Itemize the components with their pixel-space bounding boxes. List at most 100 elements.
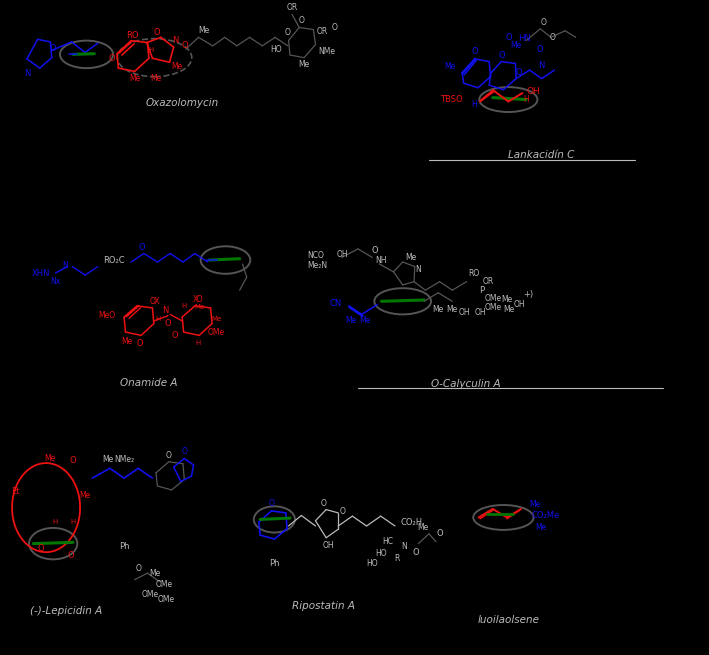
- Text: OH: OH: [526, 86, 540, 96]
- Text: Me: Me: [535, 523, 547, 532]
- Text: O: O: [136, 339, 143, 348]
- Text: Me: Me: [406, 253, 417, 262]
- Text: Me: Me: [432, 305, 444, 314]
- Text: Me: Me: [171, 62, 182, 71]
- Text: CO₂Me: CO₂Me: [532, 511, 560, 520]
- Text: O: O: [153, 28, 160, 37]
- Text: O: O: [166, 451, 172, 460]
- Text: H: H: [52, 519, 57, 525]
- Text: RO: RO: [126, 31, 139, 40]
- Text: HO: HO: [270, 45, 281, 54]
- Text: OMe: OMe: [484, 303, 501, 312]
- Text: Me: Me: [510, 41, 521, 50]
- Text: H: H: [181, 303, 186, 309]
- Text: O: O: [541, 18, 547, 27]
- Text: O: O: [413, 548, 420, 557]
- Text: Me: Me: [298, 60, 310, 69]
- Text: Ripostatin A: Ripostatin A: [292, 601, 354, 611]
- Text: O: O: [550, 33, 556, 42]
- Text: Me: Me: [129, 74, 140, 83]
- Text: luoilaolsene: luoilaolsene: [478, 615, 540, 626]
- Text: OH: OH: [337, 250, 348, 259]
- Text: O: O: [284, 28, 290, 37]
- Text: O: O: [67, 551, 74, 560]
- Text: O: O: [172, 331, 179, 340]
- Text: HO: HO: [375, 549, 386, 558]
- Text: Me: Me: [345, 316, 357, 326]
- Text: Me: Me: [418, 523, 429, 532]
- Text: O: O: [69, 456, 77, 465]
- Text: H: H: [148, 47, 154, 54]
- Text: OX: OX: [150, 297, 160, 306]
- Text: Ph: Ph: [119, 542, 129, 552]
- Text: Onamide A: Onamide A: [120, 378, 178, 388]
- Text: OR: OR: [286, 3, 298, 12]
- Text: HC: HC: [382, 537, 393, 546]
- Text: OH: OH: [459, 308, 470, 317]
- Text: N: N: [172, 36, 178, 45]
- Text: OR: OR: [317, 27, 328, 36]
- Text: OH: OH: [475, 308, 486, 317]
- Text: N: N: [539, 61, 545, 70]
- Text: O: O: [340, 507, 345, 516]
- Text: RO: RO: [468, 269, 479, 278]
- Text: OH: OH: [513, 300, 525, 309]
- Text: N: N: [25, 69, 30, 78]
- Text: Me: Me: [444, 62, 455, 71]
- Text: O: O: [136, 564, 142, 573]
- Text: RO₂C: RO₂C: [103, 255, 124, 265]
- Text: O: O: [50, 44, 57, 53]
- Text: P: P: [479, 286, 485, 295]
- Text: TBSO: TBSO: [440, 95, 462, 104]
- Text: H: H: [155, 316, 161, 322]
- Text: OMe: OMe: [208, 328, 225, 337]
- Text: Me: Me: [79, 491, 91, 500]
- Text: Me: Me: [503, 305, 515, 314]
- Text: Me: Me: [359, 316, 371, 326]
- Text: O: O: [138, 243, 145, 252]
- Text: O-Calyculin A: O-Calyculin A: [431, 379, 501, 390]
- Text: O: O: [108, 54, 115, 64]
- Text: O: O: [436, 529, 443, 538]
- Text: O: O: [515, 67, 523, 77]
- Text: N: N: [162, 306, 168, 315]
- Text: OMe: OMe: [158, 595, 175, 604]
- Text: N: N: [415, 265, 421, 274]
- Text: Me: Me: [211, 316, 221, 322]
- Text: O: O: [37, 544, 44, 553]
- Text: O: O: [537, 45, 544, 54]
- Text: Nx: Nx: [50, 277, 60, 286]
- Text: H: H: [195, 340, 201, 346]
- Text: Me: Me: [447, 305, 458, 314]
- Text: XHN: XHN: [32, 269, 50, 278]
- Text: Lankacidín C: Lankacidín C: [508, 149, 574, 160]
- Text: Me: Me: [194, 303, 204, 310]
- Text: N: N: [62, 261, 68, 270]
- Text: Me: Me: [121, 337, 133, 346]
- Text: O: O: [332, 23, 337, 32]
- Text: Me: Me: [150, 74, 162, 83]
- Text: Me: Me: [530, 500, 541, 509]
- Text: R: R: [394, 554, 400, 563]
- Text: H: H: [471, 100, 477, 109]
- Text: NMe: NMe: [318, 47, 335, 56]
- Text: Me: Me: [501, 295, 513, 304]
- Text: NCO: NCO: [307, 251, 324, 260]
- Text: Me: Me: [44, 454, 55, 463]
- Text: (-)-Lepicidin A: (-)-Lepicidin A: [30, 606, 102, 616]
- Text: CO₂H: CO₂H: [401, 518, 423, 527]
- Text: HO: HO: [367, 559, 378, 568]
- Text: Me: Me: [198, 26, 209, 35]
- Text: OH: OH: [323, 541, 334, 550]
- Text: O: O: [269, 499, 274, 508]
- Text: O: O: [471, 47, 479, 56]
- Text: H: H: [523, 95, 529, 104]
- Text: OMe: OMe: [142, 590, 159, 599]
- Text: HN: HN: [518, 34, 531, 43]
- Text: N: N: [401, 542, 407, 552]
- Text: Oxazolomycin: Oxazolomycin: [145, 98, 219, 108]
- Text: H: H: [70, 519, 76, 525]
- Text: O: O: [505, 33, 512, 42]
- Text: O: O: [498, 50, 506, 60]
- Text: OMe: OMe: [484, 293, 501, 303]
